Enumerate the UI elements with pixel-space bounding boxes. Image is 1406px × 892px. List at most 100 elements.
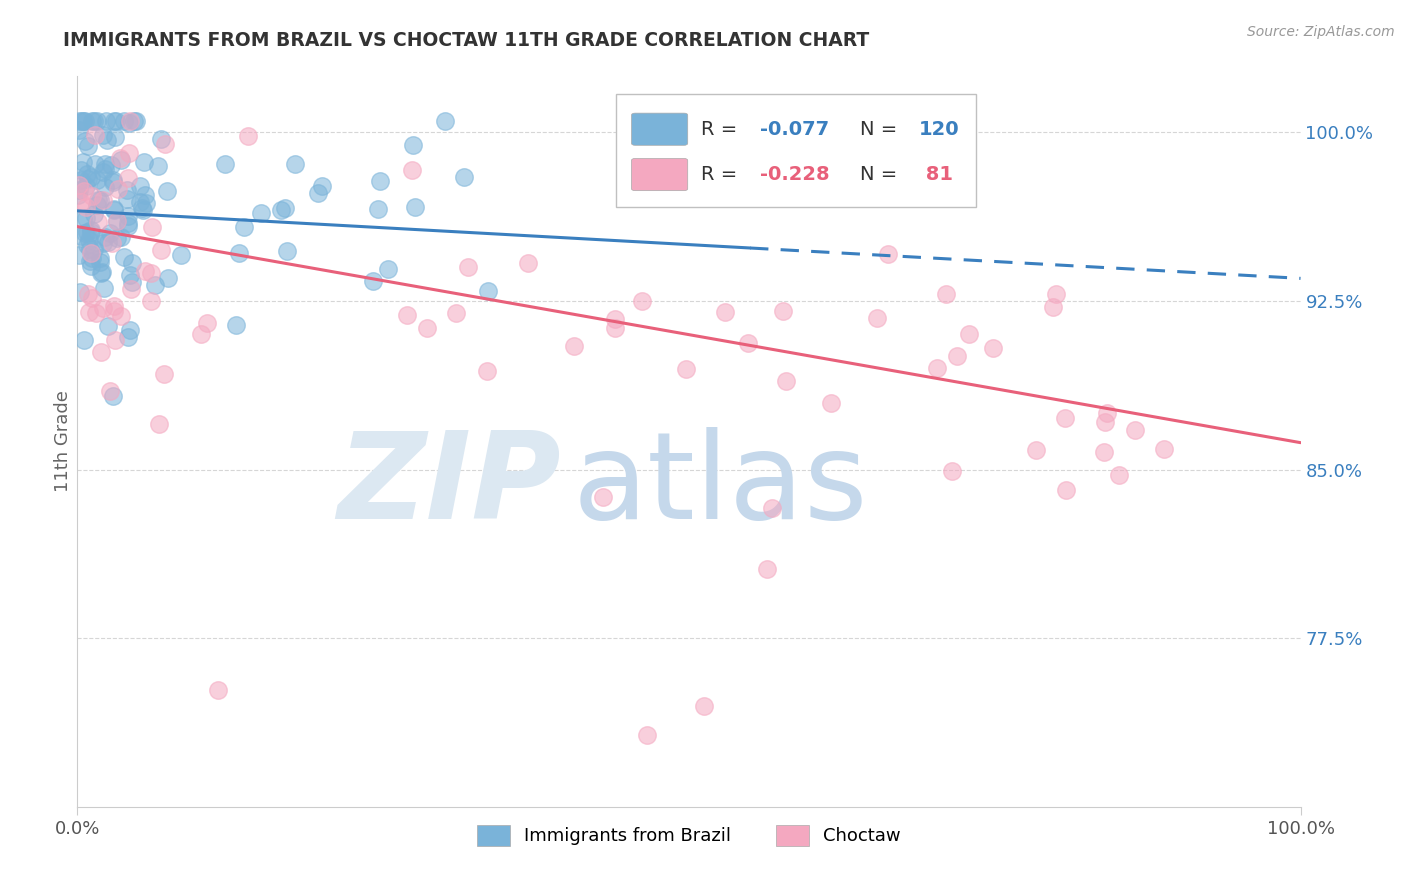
Point (195, 316, 218, 330)
Point (82, 113, 104, 128)
Point (415, 321, 437, 335)
Point (941, 464, 963, 478)
Point (77, 287, 100, 301)
Point (83, 207, 105, 221)
Point (139, 294, 162, 309)
Point (94, 157, 117, 171)
Point (1094, 415, 1116, 429)
Point (105, 214, 128, 228)
Point (103, 303, 125, 318)
Point (134, 187, 156, 202)
Point (73, 184, 96, 198)
Point (117, 216, 139, 230)
Point (76, 237, 98, 252)
Point (79, 242, 101, 256)
Point (76, 225, 98, 239)
Point (125, 113, 148, 128)
Point (103, 299, 125, 313)
Point (97, 235, 120, 249)
Point (72, 155, 94, 169)
Y-axis label: 11th Grade: 11th Grade (55, 391, 73, 492)
Point (76, 167, 98, 181)
Text: R =: R = (702, 165, 737, 184)
Point (75, 211, 97, 225)
Point (117, 209, 139, 223)
Point (603, 312, 626, 326)
Point (98, 384, 121, 399)
Point (207, 683, 229, 698)
Point (77, 139, 100, 153)
Point (131, 201, 153, 215)
Point (101, 175, 124, 189)
Point (89, 252, 111, 266)
Point (73, 333, 96, 347)
Point (121, 256, 143, 270)
Point (592, 491, 614, 505)
Point (75, 178, 97, 193)
Point (233, 219, 256, 234)
Point (70, 114, 93, 128)
Point (103, 202, 125, 216)
Point (94, 180, 117, 194)
Point (80, 245, 103, 260)
Text: N =: N = (860, 165, 897, 184)
Point (141, 220, 163, 235)
Point (396, 308, 419, 322)
Point (96, 133, 118, 147)
Point (129, 195, 152, 210)
Text: Source: ZipAtlas.com: Source: ZipAtlas.com (1247, 25, 1395, 39)
Point (67, 183, 90, 197)
Point (75, 226, 97, 240)
Point (118, 322, 141, 336)
Point (134, 155, 156, 169)
Point (153, 137, 176, 152)
Point (70, 194, 93, 209)
Point (148, 417, 170, 431)
Point (80, 225, 103, 239)
Point (1097, 406, 1119, 420)
Point (103, 113, 125, 128)
Point (402, 138, 425, 153)
Point (97, 319, 120, 334)
Point (84, 306, 107, 320)
Point (631, 294, 654, 309)
Point (117, 171, 139, 186)
Point (276, 244, 298, 259)
Point (110, 153, 132, 167)
Point (516, 255, 538, 269)
Point (94, 230, 117, 244)
Point (603, 321, 626, 335)
Point (153, 368, 176, 382)
Point (1025, 443, 1047, 458)
Point (86, 172, 108, 186)
Point (772, 304, 794, 318)
Point (755, 562, 778, 576)
Point (70, 162, 93, 177)
Point (67, 113, 90, 128)
Point (150, 243, 173, 257)
Point (112, 113, 135, 128)
Point (228, 246, 250, 260)
Point (70, 229, 93, 244)
Point (820, 395, 842, 409)
Point (98, 227, 121, 241)
Point (101, 173, 124, 187)
Point (404, 201, 426, 215)
Point (117, 192, 139, 206)
Point (89, 193, 111, 207)
Point (69, 285, 91, 299)
Point (70, 173, 93, 187)
FancyBboxPatch shape (616, 95, 976, 208)
Text: 120: 120 (920, 120, 959, 139)
Point (1092, 444, 1115, 458)
FancyBboxPatch shape (631, 113, 688, 145)
Point (79, 223, 101, 237)
Point (761, 500, 783, 515)
Point (91, 193, 114, 207)
Point (91, 128, 114, 142)
Point (80, 251, 103, 265)
Point (148, 159, 170, 173)
Point (100, 158, 122, 172)
Point (927, 361, 949, 376)
Point (311, 178, 333, 193)
